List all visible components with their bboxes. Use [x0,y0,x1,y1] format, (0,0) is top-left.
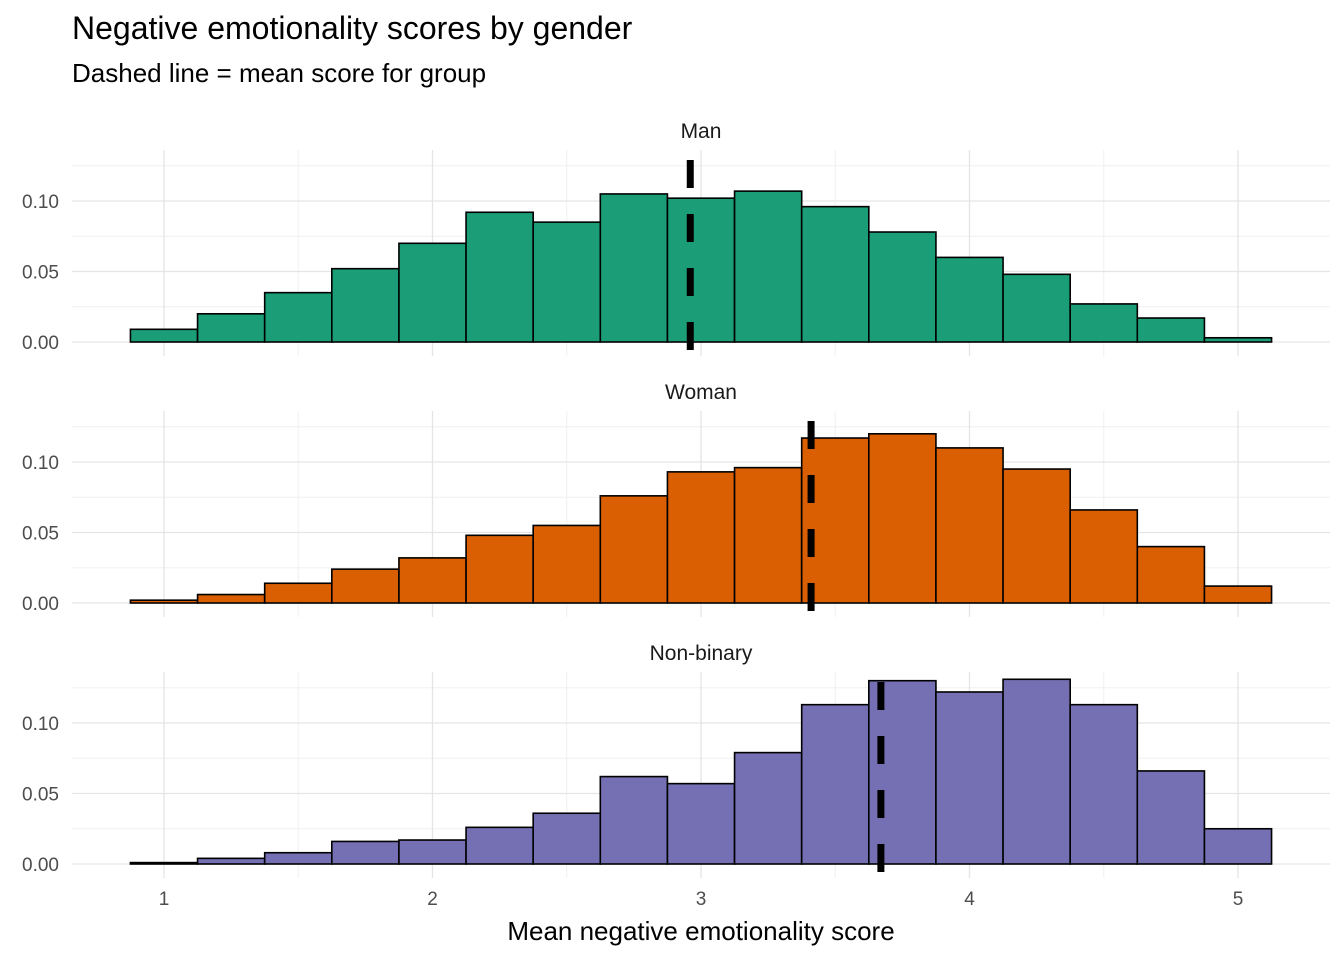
histogram-bar [398,839,467,865]
histogram-bar [196,312,266,343]
histogram-bar [129,599,199,604]
x-tick-label: 1 [159,889,170,910]
histogram-bar [868,432,937,604]
x-tick-label: 2 [427,889,438,910]
histogram-bar [1002,468,1071,604]
histogram-bar [733,466,803,604]
histogram-bar [465,826,534,865]
histogram-bar [532,812,602,865]
histogram-bar [398,557,467,604]
x-tick-label: 3 [696,889,707,910]
histogram-bar [1002,273,1071,343]
y-tick-label: 0.10 [22,714,59,735]
y-tick-label: 0.05 [22,785,59,806]
histogram-bar [666,197,736,343]
chart-title: Negative emotionality scores by gender [72,10,633,46]
histogram-bar [1069,509,1139,604]
histogram-bar [465,211,534,343]
panel-label-non-binary: Non-binary [650,642,753,665]
histogram-bar [1136,770,1206,865]
histogram-bar [868,231,937,343]
histogram-bar [666,782,736,865]
histogram-bar [532,221,602,343]
histogram-bar [263,851,333,865]
histogram-bar [331,568,400,604]
histogram-bar [263,291,333,343]
y-tick-label: 0.00 [22,594,59,615]
histogram-bar [800,437,870,604]
histogram-bar [1203,585,1273,604]
histogram-bar [935,691,1004,865]
histogram-bar [532,524,602,604]
histogram-bar [263,582,333,604]
y-tick-label: 0.00 [22,855,59,876]
histogram-bar [1203,336,1273,343]
histogram-bar [868,679,937,865]
histogram-bar [935,447,1004,604]
histogram-bar [331,840,400,865]
panel-label-woman: Woman [665,381,737,404]
panel-label-man: Man [681,120,722,143]
x-tick-label: 5 [1233,889,1244,910]
histogram-bar [1136,317,1206,343]
y-tick-label: 0.05 [22,524,59,545]
histogram-bar [331,267,400,343]
histogram-bar [1002,678,1071,865]
y-tick-label: 0.05 [22,263,59,284]
histogram-bar [1069,703,1139,865]
histogram-bar [800,205,870,343]
histogram-bar [733,190,803,343]
histogram-bar [465,534,534,604]
y-tick-label: 0.00 [22,333,59,354]
histogram-bar [398,242,467,343]
histogram-bar [196,857,266,865]
histogram-bar [1136,545,1206,604]
histogram-bar [129,861,199,865]
x-tick-label: 4 [964,889,975,910]
histogram-bar [196,593,266,604]
histogram-bar [666,471,736,604]
chart-subtitle: Dashed line = mean score for group [72,58,487,88]
x-axis-label: Mean negative emotionality score [507,916,894,946]
histogram-bar [733,751,803,865]
histogram-bar [599,495,669,604]
histogram-bar [599,193,669,343]
y-tick-label: 0.10 [22,453,59,474]
y-tick-label: 0.10 [22,192,59,213]
histogram-bar [935,256,1004,343]
histogram-bar [800,703,870,865]
histogram-bar [129,328,199,343]
histogram-bar [599,775,669,865]
histogram-bar [1203,827,1273,865]
histogram-bar [1069,303,1139,343]
